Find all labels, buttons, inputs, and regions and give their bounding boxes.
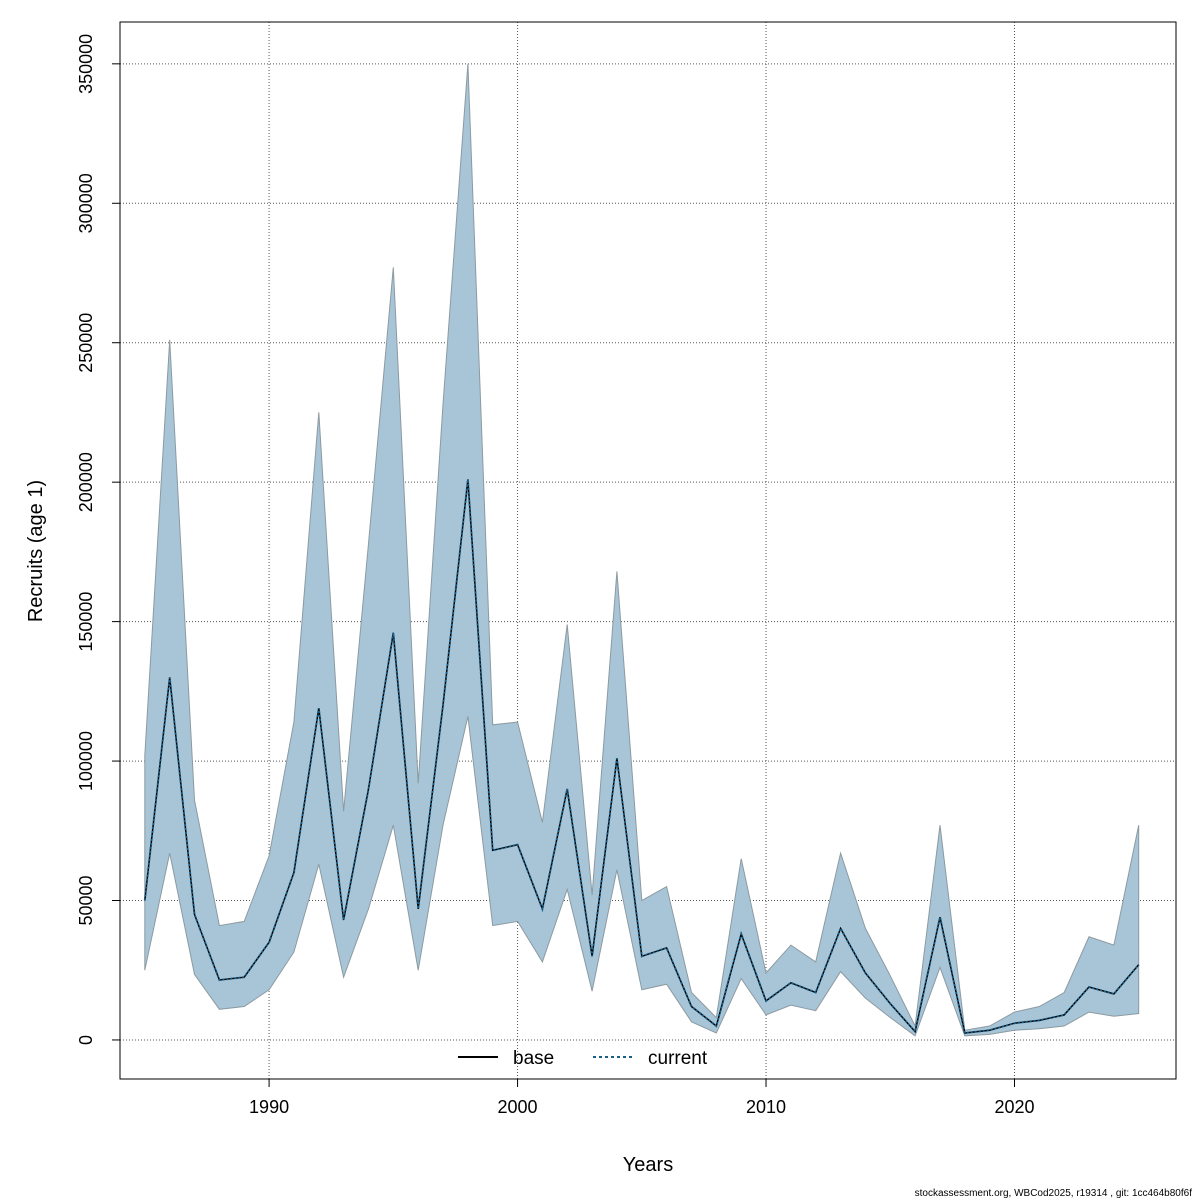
x-tick-label: 1990 <box>249 1097 289 1117</box>
legend: base current <box>458 1048 708 1069</box>
series-lines <box>143 479 1140 1035</box>
y-tick-label: 100000 <box>76 731 96 791</box>
confidence-band-area <box>144 63 1140 1037</box>
x-tick-label: 2020 <box>994 1097 1034 1117</box>
legend-label-current: current <box>648 1048 708 1069</box>
y-tick-label: 350000 <box>76 34 96 94</box>
x-axis-title: Years <box>623 1154 673 1176</box>
x-tick-label: 2000 <box>498 1097 538 1117</box>
y-tick-label: 200000 <box>76 452 96 512</box>
y-axis-title: Recruits (age 1) <box>25 480 47 622</box>
confidence-band <box>144 63 1140 1037</box>
plot-frame <box>119 21 1177 1080</box>
x-tick-label: 2010 <box>746 1097 786 1117</box>
x-axis: 1990 2000 2010 2020 <box>249 1079 1035 1117</box>
footnote: stockassessment.org, WBCod2025, r19314 ,… <box>915 1188 1193 1199</box>
series-line-current <box>143 479 1140 1035</box>
y-tick-label: 250000 <box>76 313 96 373</box>
y-tick-label: 50000 <box>76 875 96 925</box>
y-axis: 0 50000 100000 150000 200000 250000 300000 3500… <box>76 34 120 1045</box>
legend-label-base: base <box>513 1048 554 1069</box>
y-tick-label: 150000 <box>76 592 96 652</box>
y-tick-label: 0 <box>76 1035 96 1045</box>
y-tick-label: 300000 <box>76 173 96 233</box>
